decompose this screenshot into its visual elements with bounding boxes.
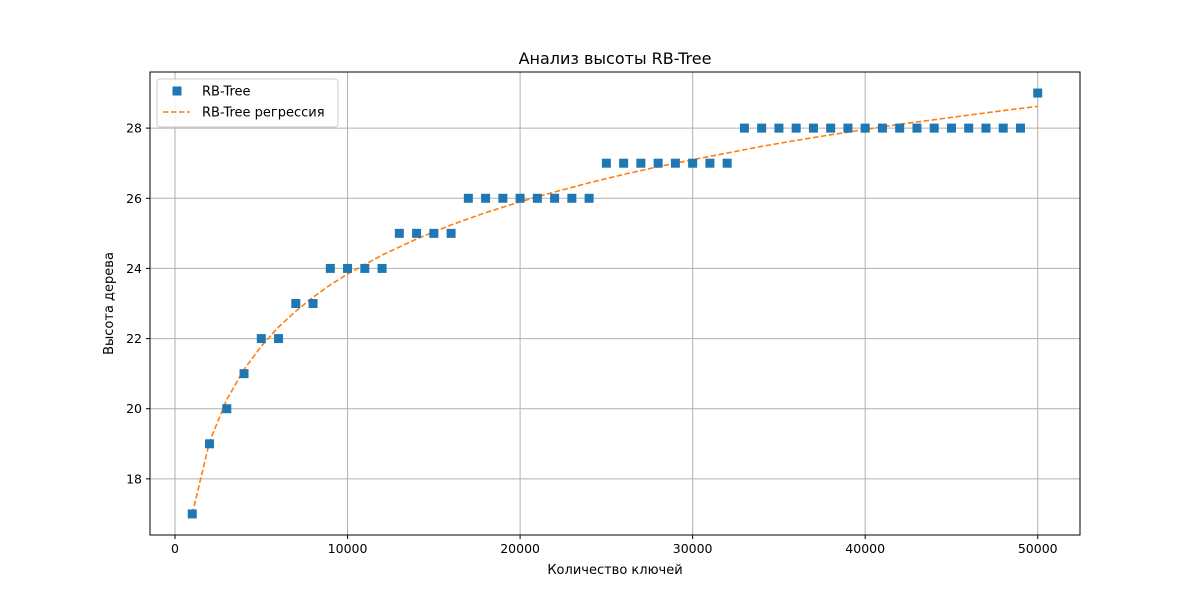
data-point [946,123,956,133]
data-point [774,123,784,133]
data-point [325,263,335,273]
data-point [343,263,353,273]
data-point [463,193,473,203]
x-axis-label: Количество ключей [547,563,682,578]
plot-area [187,88,1043,519]
x-tick-label: 50000 [1018,541,1058,556]
y-tick-label: 26 [126,191,142,206]
data-point [360,263,370,273]
data-point [636,158,646,168]
data-point [877,123,887,133]
data-point [481,193,491,203]
x-tick-label: 40000 [845,541,885,556]
grid [150,72,1080,535]
data-point [291,299,301,308]
y-tick-label: 22 [126,331,142,346]
chart-title: Анализ высоты RB-Tree [519,49,712,68]
data-point [653,158,663,168]
data-point [532,193,542,203]
data-point [222,404,232,414]
axis-ticks: 0 10000 20000 30000 40000 50000 18 20 22 24 26 28 [126,121,1058,556]
x-tick-label: 30000 [673,541,713,556]
legend-label: RB-Tree [202,85,251,100]
data-point [308,299,318,308]
data-point [757,123,767,133]
legend-label: RB-Tree регрессия [202,106,325,121]
data-point [377,263,387,273]
data-point [187,509,197,519]
y-axis-label: Высота дерева [102,252,117,355]
data-point [429,228,439,238]
plot-frame [149,71,1081,536]
data-point [688,158,698,168]
data-point [205,439,215,449]
y-tick-label: 24 [126,261,142,276]
data-point [394,228,404,238]
data-point [256,334,266,344]
data-point [895,123,905,133]
data-point [722,158,732,168]
data-point [619,158,629,168]
data-point [239,369,249,379]
data-point [705,158,715,168]
data-point [912,123,922,133]
legend-box [156,78,339,128]
x-tick-label: 10000 [328,541,368,556]
data-point [739,123,749,133]
data-point [515,193,525,203]
data-point [584,193,594,203]
data-point [274,334,284,344]
regression-line [191,105,1038,515]
legend-marker-square [172,86,182,96]
data-point [808,123,818,133]
data-point [412,228,422,238]
data-point [929,123,939,133]
data-point [498,193,508,203]
data-point [998,123,1008,133]
y-tick-label: 18 [126,471,142,486]
x-tick-label: 0 [171,541,179,556]
data-point [567,193,577,203]
data-point [446,228,456,238]
data-point [826,123,836,133]
data-point [550,193,560,203]
data-point [964,123,974,133]
data-point [860,123,870,133]
data-point [791,123,801,133]
y-tick-label: 20 [126,401,142,416]
data-point [670,158,680,168]
data-point [981,123,991,133]
y-tick-label: 28 [126,121,142,136]
x-tick-label: 20000 [500,541,540,556]
data-point [1033,88,1043,98]
data-point [601,158,611,168]
data-point [843,123,853,133]
legend: RB-Tree RB-Tree регрессия [156,78,339,128]
data-point [1015,123,1025,133]
